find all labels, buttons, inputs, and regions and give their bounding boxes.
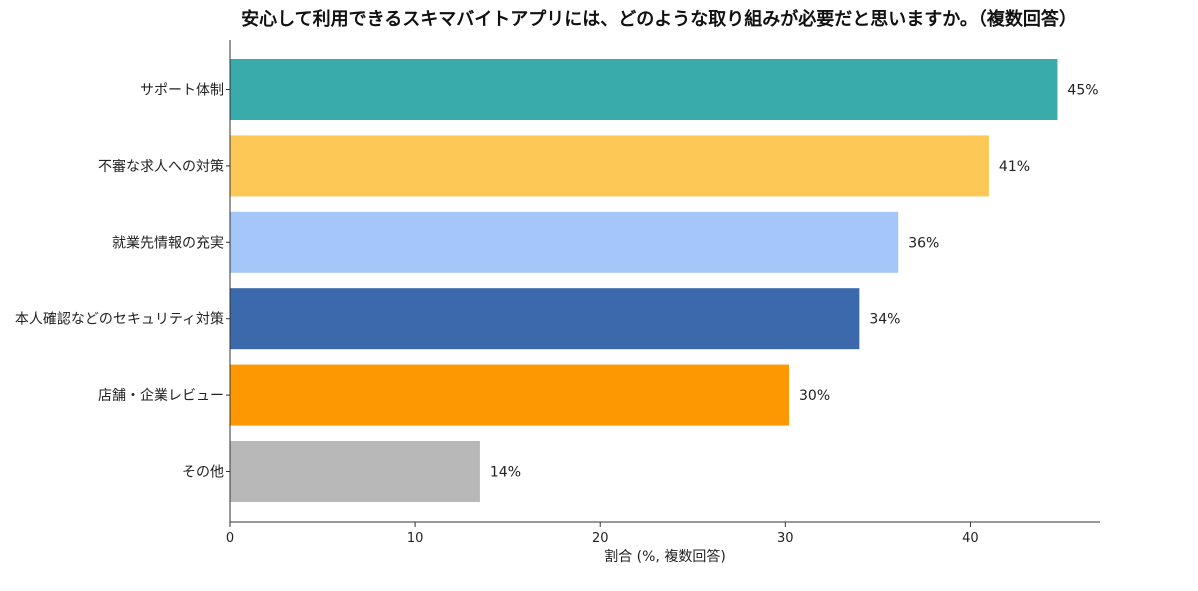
- category-label: 店舗・企業レビュー: [98, 387, 224, 404]
- category-labels-group: サポート体制不審な求人への対策就業先情報の充実本人確認などのセキュリティ対策店舗…: [15, 83, 230, 481]
- x-tick-label: 0: [226, 531, 234, 546]
- x-tick-label: 30: [777, 531, 794, 546]
- bars-group: [230, 59, 1058, 502]
- x-tick-label: 40: [962, 531, 979, 546]
- category-label: 不審な求人への対策: [98, 158, 224, 175]
- category-label: サポート体制: [140, 83, 224, 99]
- chart-title: 安心して利用できるスキマバイトアプリには、どのような取り組みが必要だと思いますか…: [241, 9, 1077, 30]
- x-axis: 0 10 20 30 40: [226, 521, 1100, 546]
- bar-value-label: 34%: [869, 312, 900, 328]
- x-axis-label: 割合 (%, 複数回答): [604, 548, 726, 565]
- bar-value-label: 36%: [908, 235, 939, 251]
- category-label: その他: [182, 465, 224, 481]
- bar-value-label: 45%: [1067, 83, 1098, 99]
- bar-value-label: 30%: [799, 388, 830, 404]
- value-labels-group: 45% 41% 36% 34% 30% 14%: [490, 83, 1099, 481]
- bar: [230, 441, 480, 502]
- x-tick-label: 10: [407, 531, 424, 546]
- x-tick-label: 20: [592, 531, 609, 546]
- bar: [230, 211, 899, 273]
- category-label: 本人確認などのセキュリティ対策: [15, 311, 224, 328]
- bar: [230, 135, 989, 197]
- bar: [230, 364, 790, 426]
- bar-value-label: 14%: [490, 465, 521, 481]
- bar-value-label: 41%: [999, 159, 1030, 175]
- bar: [230, 59, 1058, 120]
- category-label: 就業先情報の充実: [112, 235, 224, 251]
- bar: [230, 288, 860, 350]
